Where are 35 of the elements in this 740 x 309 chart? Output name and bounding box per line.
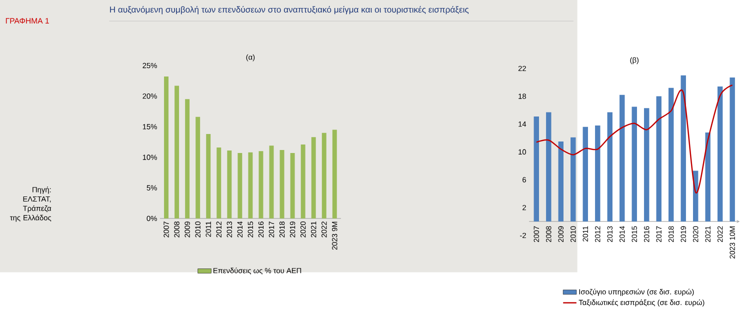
bar: [607, 112, 612, 222]
bar: [730, 77, 735, 222]
bar: [164, 76, 168, 218]
bar: [656, 96, 662, 222]
bar: [570, 137, 576, 222]
bar: [269, 146, 274, 218]
bar: [705, 132, 710, 222]
bar: [322, 132, 326, 218]
bar: [558, 141, 564, 222]
bar: [311, 136, 316, 218]
bar: [174, 86, 180, 218]
bar: [196, 116, 200, 218]
bar: [227, 150, 232, 218]
bar: [582, 126, 588, 222]
bar: [668, 88, 674, 222]
bar: [632, 106, 637, 222]
bar: [248, 152, 253, 218]
text: Η αυξανόμενη συμβολή των επενδύσεων στο αναπτυξιακό μείγμα και οι τουριστικές εισπράξεις: [110, 6, 469, 14]
bar: [216, 147, 222, 218]
line-series: [536, 84, 733, 193]
bar: [258, 151, 264, 218]
bar: [644, 108, 650, 222]
bar: [620, 94, 625, 222]
bar: [680, 75, 686, 222]
bar: [280, 150, 284, 218]
bar: [718, 86, 723, 222]
bar: [332, 130, 337, 218]
bar: [300, 144, 306, 218]
bar: [185, 99, 190, 218]
bar: [534, 116, 540, 222]
bar: [595, 125, 600, 222]
bar: [206, 134, 211, 218]
bar: [238, 152, 242, 218]
bar: [546, 112, 552, 222]
bar: [290, 152, 295, 218]
